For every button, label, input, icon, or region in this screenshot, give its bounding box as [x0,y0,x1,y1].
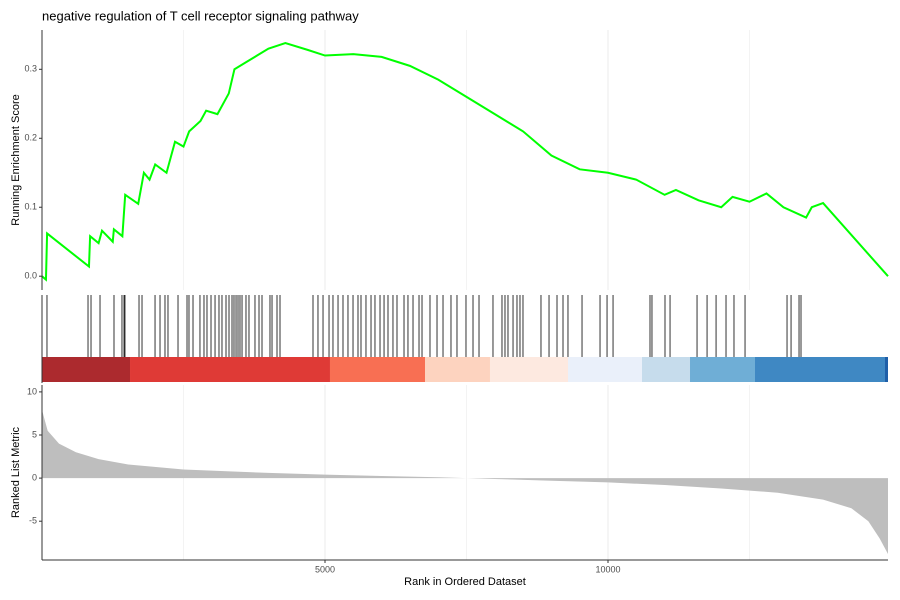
x-tick-label: 5000 [315,564,335,574]
x-tick-label: 10000 [595,564,620,574]
rank-band [885,357,888,382]
rank-band [329,357,426,382]
rank-band [642,357,691,382]
chart-title: negative regulation of T cell receptor s… [42,8,359,23]
rank-band [567,357,643,382]
y-tick-label: 5 [32,429,37,439]
rank-band [489,357,568,382]
rank-band [690,357,755,382]
rank-band [754,357,886,382]
y-tick-label: -5 [29,516,37,526]
y-tick-label: 0.1 [24,202,37,212]
ranked-metric-area [42,410,888,554]
y-axis-title: Running Enrichment Score [10,94,22,225]
y-tick-label: 0.2 [24,133,37,143]
rank-band [130,357,330,382]
rank-band [425,357,490,382]
y-tick-label: 0 [32,472,37,482]
y-tick-label: 10 [27,386,37,396]
y-axis-title: Ranked List Metric [10,426,22,518]
running-score-line [41,42,889,282]
y-tick-label: 0.3 [24,64,37,74]
rank-band [42,357,131,382]
x-axis-title: Rank in Ordered Dataset [404,576,526,588]
y-tick-label: 0.0 [24,271,37,281]
